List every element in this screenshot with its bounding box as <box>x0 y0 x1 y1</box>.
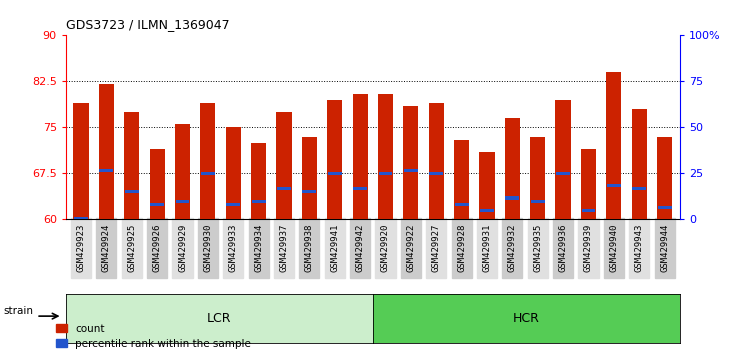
Bar <box>632 109 647 219</box>
Bar <box>429 172 443 175</box>
Bar <box>327 100 342 219</box>
Bar <box>378 94 393 219</box>
Bar <box>201 172 215 175</box>
Text: GDS3723 / ILMN_1369047: GDS3723 / ILMN_1369047 <box>66 18 230 32</box>
Bar <box>632 187 646 190</box>
Bar <box>455 202 469 206</box>
Bar <box>175 200 189 202</box>
Bar <box>302 137 317 219</box>
Bar <box>251 143 266 219</box>
Bar <box>276 112 292 219</box>
Bar <box>125 190 139 193</box>
Bar <box>379 172 393 175</box>
Bar <box>353 187 367 190</box>
Bar <box>277 187 291 190</box>
Bar <box>581 149 596 219</box>
Bar <box>200 103 216 219</box>
Bar <box>556 172 570 175</box>
Bar <box>607 184 621 187</box>
Bar <box>124 112 140 219</box>
Bar <box>99 169 113 172</box>
Bar <box>480 152 495 219</box>
Bar <box>505 196 519 200</box>
Bar <box>581 209 596 212</box>
Bar <box>327 172 341 175</box>
Bar <box>404 169 418 172</box>
Bar <box>226 127 241 219</box>
Bar <box>175 124 190 219</box>
Text: LCR: LCR <box>207 312 232 325</box>
Legend: count, percentile rank within the sample: count, percentile rank within the sample <box>56 324 251 349</box>
Bar <box>150 149 164 219</box>
Bar <box>658 206 672 209</box>
Bar <box>606 72 621 219</box>
Bar <box>251 200 265 202</box>
Bar <box>428 103 444 219</box>
Bar <box>73 103 88 219</box>
Bar <box>150 202 164 206</box>
Bar <box>454 140 469 219</box>
Bar <box>74 217 88 220</box>
Bar <box>480 209 494 212</box>
Bar <box>404 106 418 219</box>
Bar <box>657 137 673 219</box>
Text: strain: strain <box>3 306 34 316</box>
Bar <box>352 94 368 219</box>
Bar <box>504 118 520 219</box>
Bar <box>556 100 571 219</box>
Bar <box>227 202 240 206</box>
Bar <box>99 85 114 219</box>
Text: HCR: HCR <box>513 312 539 325</box>
Bar <box>531 200 545 202</box>
Bar <box>303 190 317 193</box>
Bar <box>530 137 545 219</box>
